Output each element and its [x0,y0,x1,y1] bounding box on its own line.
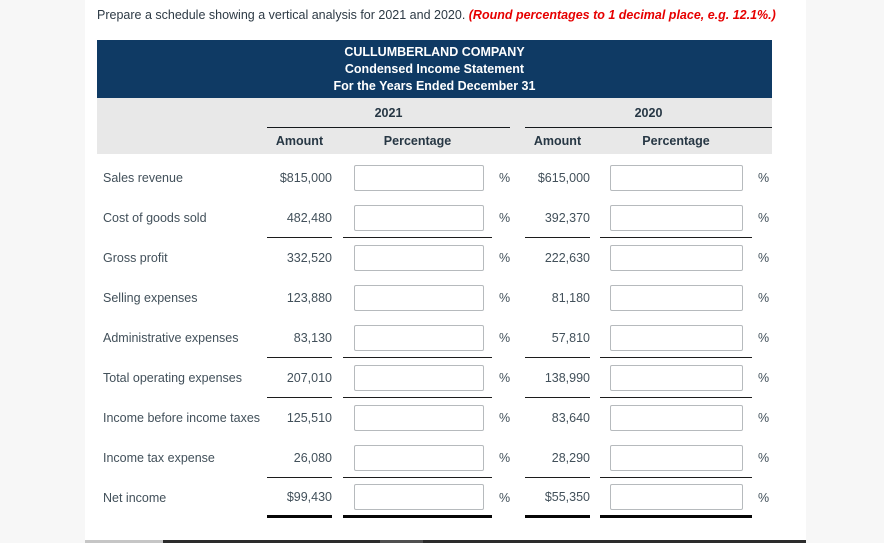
horizontal-scrollbar-thumb[interactable] [163,540,806,543]
percent-sign: % [499,371,511,385]
amount-2020: 28,290 [525,438,590,478]
table-row: Income before income taxes 125,510 % 83,… [97,398,772,438]
percentage-input-2020[interactable] [610,405,743,431]
amount-2020: 392,370 [525,198,590,238]
income-statement-table: CULLUMBERLAND COMPANY Condensed Income S… [97,40,772,518]
amount-2020: 138,990 [525,358,590,398]
amount-2020: 222,630 [544,251,590,265]
table-row: Gross profit 332,520 % 222,630 % [97,238,772,278]
amount-2021: 207,010 [267,358,332,398]
table-row: Administrative expenses 83,130 % 57,810 … [97,318,772,358]
amount-2021: 26,080 [267,438,332,478]
percent-sign: % [499,291,511,305]
column-header-amount-2021: Amount [275,134,324,148]
percentage-input-2020[interactable] [610,165,743,191]
table-row: Cost of goods sold 482,480 % 392,370 % [97,198,772,238]
table-row: Sales revenue $815,000 % $615,000 % [97,158,772,198]
percentage-input-2021[interactable] [354,204,484,231]
percentage-input-2021[interactable] [354,444,484,471]
amount-2020: 83,640 [551,411,590,425]
column-header-percentage-2021: Percentage [383,134,452,148]
row-label: Administrative expenses [103,331,239,345]
amount-2020: 57,810 [525,318,590,358]
percent-sign: % [758,331,770,345]
statement-title: Condensed Income Statement [344,61,525,76]
table-row: Income tax expense 26,080 % 28,290 % [97,438,772,478]
percentage-input-2020[interactable] [610,324,743,351]
percent-sign: % [499,171,511,185]
instruction-main: Prepare a schedule showing a vertical an… [97,8,469,22]
year-header-2020: 2020 [525,98,772,128]
company-name: CULLUMBERLAND COMPANY [344,44,525,59]
statement-header: CULLUMBERLAND COMPANY Condensed Income S… [97,40,772,98]
amount-2021: 83,130 [267,318,332,358]
table-row: Net income $99,430 % $55,350 % [97,478,772,518]
percent-sign: % [758,371,770,385]
amount-2020: 81,180 [551,291,590,305]
amount-2021: $99,430 [267,478,332,518]
percentage-input-2020[interactable] [610,285,743,311]
amount-2021: 482,480 [267,198,332,238]
amount-2020: $615,000 [537,171,590,185]
percentage-input-2020[interactable] [610,245,743,271]
percentage-input-2020[interactable] [610,364,743,391]
year-header-row: 2021 2020 [97,98,772,128]
percent-sign: % [758,211,770,225]
horizontal-scrollbar-track[interactable] [85,540,163,543]
percent-sign: % [499,491,511,505]
row-label: Income before income taxes [103,411,261,425]
percentage-input-2021[interactable] [354,324,484,351]
column-header-amount-2020: Amount [533,134,582,148]
row-label: Income tax expense [103,451,215,465]
percentage-input-2021[interactable] [354,165,484,191]
amount-2021: 332,520 [286,251,332,265]
percentage-input-2021[interactable] [354,245,484,271]
percentage-input-2020[interactable] [610,444,743,471]
percent-sign: % [499,251,511,265]
row-label: Net income [103,491,167,505]
content-card: Prepare a schedule showing a vertical an… [85,0,806,543]
percent-sign: % [499,451,511,465]
table-row: Total operating expenses 207,010 % 138,9… [97,358,772,398]
percent-sign: % [499,211,511,225]
statement-period: For the Years Ended December 31 [333,78,536,93]
amount-percentage-header-row: Amount Percentage Amount Percentage [97,128,772,154]
amount-2021: 125,510 [286,411,332,425]
percent-sign: % [758,411,770,425]
percent-sign: % [758,491,770,505]
row-label: Selling expenses [103,291,198,305]
percent-sign: % [758,291,770,305]
statement-rows: Sales revenue $815,000 % $615,000 % Cost… [97,154,772,518]
percent-sign: % [758,451,770,465]
percent-sign: % [758,171,770,185]
percent-sign: % [758,251,770,265]
instruction-text: Prepare a schedule showing a vertical an… [85,0,806,23]
amount-2021: $815,000 [279,171,332,185]
scrollbar-notch [380,540,423,543]
row-label: Cost of goods sold [103,211,207,225]
percentage-input-2021[interactable] [354,364,484,391]
percent-sign: % [499,411,511,425]
percentage-input-2020[interactable] [610,204,743,231]
row-label: Sales revenue [103,171,183,185]
amount-2020: $55,350 [525,478,590,518]
instruction-note: (Round percentages to 1 decimal place, e… [468,8,776,22]
amount-2021: 123,880 [286,291,332,305]
percent-sign: % [499,331,511,345]
percentage-input-2021[interactable] [354,285,484,311]
column-header-percentage-2020: Percentage [642,134,710,148]
percentage-input-2020[interactable] [610,483,743,510]
table-row: Selling expenses 123,880 % 81,180 % [97,278,772,318]
row-label: Gross profit [103,251,168,265]
year-header-2021: 2021 [267,98,510,128]
row-label: Total operating expenses [103,371,242,385]
percentage-input-2021[interactable] [354,483,484,510]
column-header-band: 2021 2020 Amount Percentage Amount Perce… [97,98,772,154]
percentage-input-2021[interactable] [354,405,484,431]
